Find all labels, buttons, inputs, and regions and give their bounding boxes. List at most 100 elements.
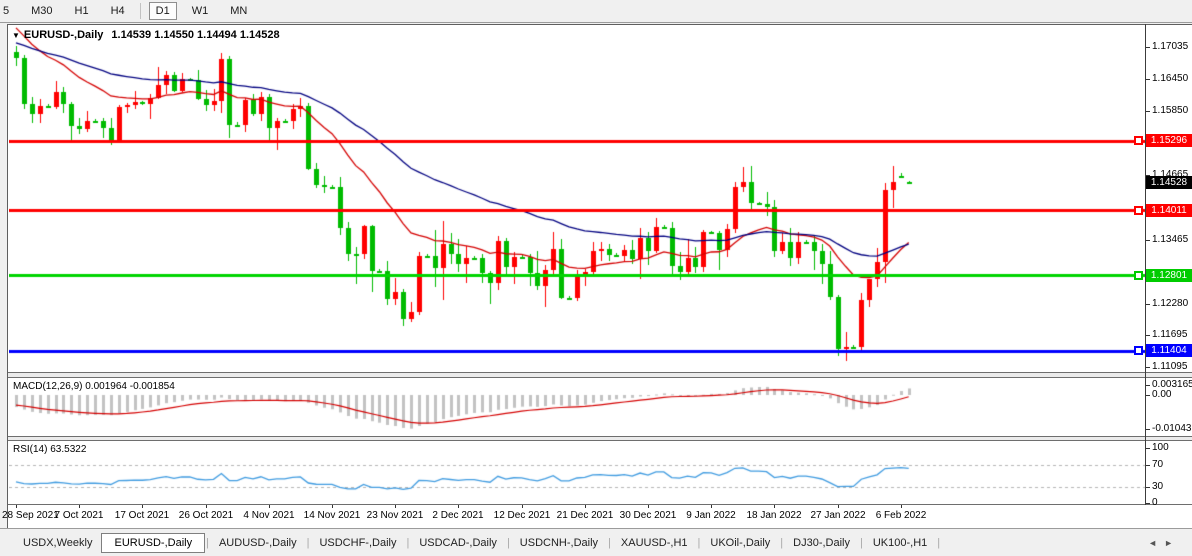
timeframe-button-m30[interactable]: M30 <box>31 5 53 17</box>
price-chart-canvas[interactable] <box>9 25 1145 372</box>
time-tick <box>395 505 396 508</box>
time-tick <box>142 505 143 508</box>
time-tick <box>269 505 270 508</box>
timeframe-button-5[interactable]: 5 <box>3 5 10 17</box>
tab-separator: | <box>860 536 863 549</box>
price-line-badge-1-11404: 1.11404 <box>1146 344 1192 357</box>
macd-axis-label: 0.003165 <box>1152 379 1192 390</box>
price-tick-label: 1.12280 <box>1152 298 1189 309</box>
tab-eurusd-daily[interactable]: EURUSD-,Daily <box>101 532 206 553</box>
price-tick-label: 1.17035 <box>1152 41 1189 52</box>
macd-axis-tick <box>1146 395 1150 396</box>
date-tick-label: 28 Sep 2021 <box>2 510 59 521</box>
price-tick <box>1146 304 1150 305</box>
rsi-value: 63.5322 <box>50 444 87 455</box>
chart-quote-values: 1.14539 1.14550 1.14494 1.14528 <box>111 29 280 41</box>
tab-separator: | <box>406 536 410 549</box>
rsi-pane-splitter[interactable] <box>8 436 1192 441</box>
time-tick <box>522 505 523 508</box>
timeframe-toolbar[interactable]: 5 M30 H1 H4 D1 W1 MN <box>0 0 1192 23</box>
date-tick-label: 12 Dec 2021 <box>493 510 551 521</box>
date-tick-label: 30 Dec 2021 <box>619 510 677 521</box>
chart-symbol-label: EURUSD-,Daily <box>23 29 104 41</box>
date-tick-label: 21 Dec 2021 <box>556 510 614 521</box>
price-line-badge-1-15296: 1.15296 <box>1146 134 1192 147</box>
rsi-axis-tick <box>1146 465 1150 466</box>
price-tick-label: 1.14665 <box>1152 169 1189 180</box>
date-tick-label: 2 Dec 2021 <box>432 510 484 521</box>
time-tick <box>458 505 459 508</box>
hline-end-marker[interactable] <box>1134 206 1143 215</box>
rsi-indicator-label: RSI(14) 63.5322 <box>13 444 86 455</box>
time-tick <box>711 505 712 508</box>
tab-separator: | <box>780 536 784 549</box>
hline-end-marker[interactable] <box>1134 271 1143 280</box>
price-tick-label: 1.15850 <box>1152 105 1189 116</box>
timeframe-button-h4[interactable]: H4 <box>110 5 125 17</box>
date-tick-label: 9 Jan 2022 <box>686 510 736 521</box>
tab-usdx-weekly[interactable]: USDX,Weekly <box>23 536 93 549</box>
timeframe-button-d1[interactable]: D1 <box>148 2 177 20</box>
tab-separator: | <box>608 536 611 549</box>
macd-axis-tick <box>1146 429 1150 430</box>
date-tick-label: 18 Jan 2022 <box>746 510 802 521</box>
tab-scroll-right-icon[interactable]: ► <box>1164 537 1180 548</box>
rsi-axis-tick <box>1146 487 1150 488</box>
toolbar-divider <box>139 3 141 19</box>
macd-main-value: 0.001964 <box>85 381 127 392</box>
timeframe-button-mn[interactable]: MN <box>230 5 248 17</box>
date-tick-label: 23 Nov 2021 <box>366 510 424 521</box>
time-tick <box>838 505 839 508</box>
tab-audusd-daily[interactable]: AUDUSD-,Daily <box>218 536 297 549</box>
price-tick-label: 1.11695 <box>1152 329 1188 340</box>
time-tick <box>79 505 80 508</box>
date-tick-label: 6 Feb 2022 <box>875 510 927 521</box>
date-tick-label: 26 Oct 2021 <box>178 510 234 521</box>
tab-dj30-daily[interactable]: DJ30-,Daily <box>793 536 850 549</box>
date-tick-label: 14 Nov 2021 <box>303 510 361 521</box>
tab-scroll-left-icon[interactable]: ◄ <box>1148 537 1165 548</box>
symbol-menu-icon[interactable]: ▼ <box>12 31 20 40</box>
timeframe-button-h1[interactable]: H1 <box>74 5 89 17</box>
tab-ukoil-daily[interactable]: UKOil-,Daily <box>710 536 771 549</box>
time-tick <box>648 505 649 508</box>
price-tick <box>1146 111 1150 112</box>
price-tick <box>1146 47 1150 48</box>
tab-usdcad-daily[interactable]: USDCAD-,Daily <box>419 536 497 549</box>
chart-window-left-border <box>7 24 8 528</box>
time-tick <box>16 505 17 508</box>
rsi-axis-tick <box>1146 448 1150 449</box>
time-tick <box>901 505 902 508</box>
price-tick <box>1146 367 1150 368</box>
macd-name: MACD(12,26,9) <box>13 381 83 392</box>
timeframe-button-w1[interactable]: W1 <box>191 5 209 17</box>
tab-xauusd-h1[interactable]: XAUUSD-,H1 <box>620 536 688 549</box>
hline-end-marker[interactable] <box>1134 346 1143 355</box>
chart-title: ▼ EURUSD-,Daily 1.14539 1.14550 1.14494 1.… <box>12 29 280 41</box>
price-tick-label: 1.13465 <box>1152 234 1189 245</box>
tab-separator: | <box>306 536 310 549</box>
hline-end-marker[interactable] <box>1134 136 1143 145</box>
price-tick <box>1146 175 1150 176</box>
rsi-axis-label: 30 <box>1152 481 1164 492</box>
date-tick-label: 7 Oct 2021 <box>54 510 104 521</box>
tab-usdchf-daily[interactable]: USDCHF-,Daily <box>319 536 397 549</box>
price-line-badge-1-14528: 1.14528 <box>1146 176 1192 189</box>
rsi-name: RSI(14) <box>13 444 48 455</box>
chart-frame-bottom <box>8 504 1192 505</box>
tab-uk100-h1[interactable]: UK100-,H1 <box>872 536 928 549</box>
tab-usdcnh-daily[interactable]: USDCNH-,Daily <box>519 536 599 549</box>
rsi-chart-canvas[interactable] <box>9 441 1145 504</box>
time-tick <box>332 505 333 508</box>
chart-tab-bar: USDX,Weekly EURUSD-,Daily | AUDUSD-,Daily | U… <box>0 528 1192 556</box>
macd-pane-splitter[interactable] <box>8 372 1192 378</box>
date-tick-label: 17 Oct 2021 <box>114 510 170 521</box>
price-tick <box>1146 240 1150 241</box>
time-tick <box>774 505 775 508</box>
tab-separator: | <box>506 536 510 549</box>
price-line-badge-1-12801: 1.12801 <box>1146 269 1192 282</box>
macd-chart-canvas[interactable] <box>9 378 1145 436</box>
date-tick-label: 4 Nov 2021 <box>243 510 295 521</box>
tab-separator: | <box>937 536 941 549</box>
